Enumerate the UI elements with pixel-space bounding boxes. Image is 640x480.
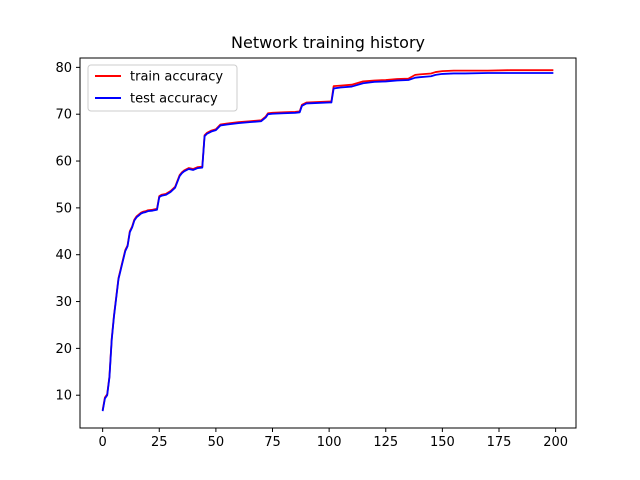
x-tick-label: 200 — [543, 435, 568, 450]
legend-label-1: test accuracy — [130, 92, 218, 107]
chart-title: Network training history — [231, 33, 425, 52]
x-tick-label: 100 — [317, 435, 342, 450]
x-tick-label: 125 — [373, 435, 398, 450]
x-tick-label: 0 — [99, 435, 107, 450]
x-axis: 0 25 50 75 100 125 150 175 200 — [99, 428, 568, 450]
y-tick-label: 20 — [55, 342, 72, 357]
y-tick-label: 50 — [55, 201, 72, 216]
plot-lines — [101, 69, 554, 412]
y-tick-label: 80 — [55, 61, 72, 76]
x-tick-label: 75 — [264, 435, 281, 450]
y-axis: 10 20 30 40 50 60 70 80 — [55, 61, 80, 404]
series-line-0 — [101, 69, 554, 411]
y-tick-label: 40 — [55, 248, 72, 263]
x-tick-label: 25 — [151, 435, 168, 450]
y-tick-label: 70 — [55, 108, 72, 123]
x-tick-label: 50 — [208, 435, 225, 450]
y-tick-label: 30 — [55, 295, 72, 310]
x-tick-label: 175 — [487, 435, 512, 450]
legend-label-0: train accuracy — [130, 70, 223, 85]
x-tick-label: 150 — [430, 435, 455, 450]
y-tick-label: 60 — [55, 155, 72, 170]
y-tick-label: 10 — [55, 389, 72, 404]
plot-frame — [79, 57, 577, 429]
legend: train accuracy test accuracy — [87, 64, 238, 112]
series-line-1 — [101, 72, 554, 412]
legend-box — [87, 64, 238, 112]
